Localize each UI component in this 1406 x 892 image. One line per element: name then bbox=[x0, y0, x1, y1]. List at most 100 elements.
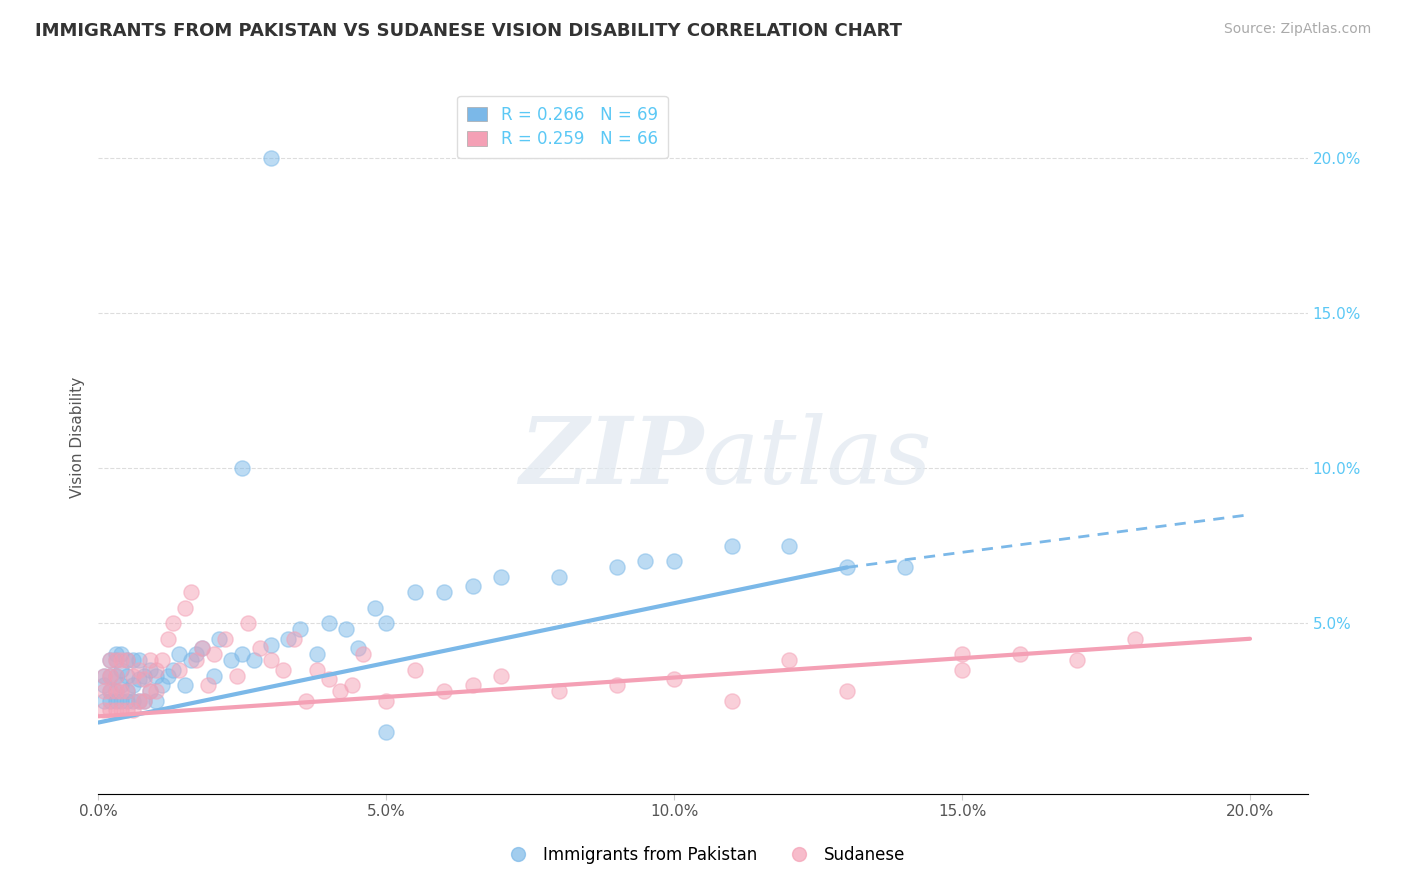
Point bbox=[104, 684, 127, 698]
Point bbox=[243, 653, 266, 667]
Text: ZIP: ZIP bbox=[519, 414, 703, 503]
Point bbox=[145, 694, 167, 708]
Point bbox=[720, 539, 742, 553]
Point bbox=[202, 669, 225, 683]
Point bbox=[110, 703, 132, 717]
Point bbox=[93, 703, 115, 717]
Point bbox=[145, 669, 167, 683]
Point bbox=[340, 678, 363, 692]
Point bbox=[139, 653, 162, 667]
Point bbox=[110, 647, 132, 661]
Point bbox=[115, 684, 138, 698]
Point bbox=[364, 600, 387, 615]
Point bbox=[145, 663, 167, 677]
Point bbox=[134, 672, 156, 686]
Point bbox=[93, 669, 115, 683]
Legend: R = 0.266   N = 69, R = 0.259   N = 66: R = 0.266 N = 69, R = 0.259 N = 66 bbox=[457, 95, 668, 159]
Point bbox=[110, 653, 132, 667]
Point bbox=[110, 663, 132, 677]
Point bbox=[1008, 647, 1031, 661]
Point bbox=[110, 684, 132, 698]
Point bbox=[134, 669, 156, 683]
Point bbox=[346, 641, 368, 656]
Point bbox=[167, 663, 190, 677]
Point bbox=[128, 672, 150, 686]
Point bbox=[173, 600, 195, 615]
Text: IMMIGRANTS FROM PAKISTAN VS SUDANESE VISION DISABILITY CORRELATION CHART: IMMIGRANTS FROM PAKISTAN VS SUDANESE VIS… bbox=[35, 22, 903, 40]
Point bbox=[335, 623, 357, 637]
Point bbox=[122, 703, 145, 717]
Point bbox=[104, 647, 127, 661]
Point bbox=[128, 653, 150, 667]
Point bbox=[110, 694, 132, 708]
Point bbox=[162, 663, 184, 677]
Point bbox=[191, 641, 214, 656]
Point bbox=[104, 653, 127, 667]
Point bbox=[461, 579, 484, 593]
Point bbox=[98, 684, 121, 698]
Point bbox=[186, 647, 208, 661]
Point bbox=[98, 703, 121, 717]
Point bbox=[93, 678, 115, 692]
Point bbox=[404, 663, 426, 677]
Legend: Immigrants from Pakistan, Sudanese: Immigrants from Pakistan, Sudanese bbox=[495, 839, 911, 871]
Point bbox=[162, 616, 184, 631]
Point bbox=[260, 653, 283, 667]
Point bbox=[548, 684, 571, 698]
Point bbox=[294, 694, 316, 708]
Point bbox=[277, 632, 299, 646]
Point bbox=[202, 647, 225, 661]
Point bbox=[404, 585, 426, 599]
Point bbox=[110, 678, 132, 692]
Point bbox=[214, 632, 236, 646]
Point bbox=[115, 669, 138, 683]
Point bbox=[778, 653, 800, 667]
Point bbox=[128, 694, 150, 708]
Point bbox=[835, 684, 858, 698]
Point bbox=[98, 669, 121, 683]
Point bbox=[634, 554, 657, 568]
Point bbox=[375, 616, 398, 631]
Point bbox=[307, 647, 329, 661]
Point bbox=[139, 663, 162, 677]
Point bbox=[115, 703, 138, 717]
Point bbox=[104, 669, 127, 683]
Point bbox=[329, 684, 352, 698]
Point bbox=[122, 678, 145, 692]
Point bbox=[128, 694, 150, 708]
Point bbox=[491, 570, 513, 584]
Point bbox=[156, 632, 179, 646]
Point bbox=[236, 616, 259, 631]
Point bbox=[197, 678, 219, 692]
Point bbox=[260, 151, 283, 165]
Point bbox=[225, 669, 247, 683]
Point bbox=[318, 672, 340, 686]
Point bbox=[122, 669, 145, 683]
Point bbox=[491, 669, 513, 683]
Point bbox=[98, 694, 121, 708]
Point bbox=[104, 653, 127, 667]
Point bbox=[461, 678, 484, 692]
Point bbox=[139, 684, 162, 698]
Point bbox=[98, 669, 121, 683]
Point bbox=[173, 678, 195, 692]
Point bbox=[145, 684, 167, 698]
Point bbox=[180, 585, 202, 599]
Point bbox=[93, 694, 115, 708]
Point bbox=[180, 653, 202, 667]
Point bbox=[208, 632, 231, 646]
Point bbox=[548, 570, 571, 584]
Point bbox=[950, 663, 973, 677]
Text: Source: ZipAtlas.com: Source: ZipAtlas.com bbox=[1223, 22, 1371, 37]
Point bbox=[720, 694, 742, 708]
Point bbox=[115, 684, 138, 698]
Point bbox=[778, 539, 800, 553]
Point bbox=[1066, 653, 1088, 667]
Point bbox=[433, 684, 456, 698]
Point bbox=[150, 678, 173, 692]
Point bbox=[835, 560, 858, 574]
Point bbox=[191, 641, 214, 656]
Point bbox=[950, 647, 973, 661]
Point bbox=[606, 560, 628, 574]
Y-axis label: Vision Disability: Vision Disability bbox=[69, 376, 84, 498]
